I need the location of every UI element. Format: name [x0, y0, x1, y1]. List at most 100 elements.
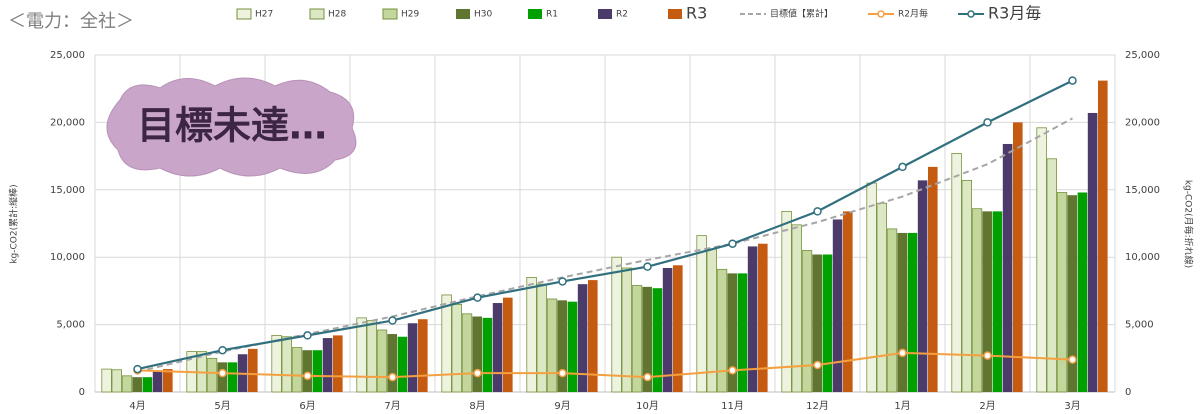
bar [1013, 122, 1023, 393]
bar [482, 317, 493, 392]
bubble-shape [106, 77, 357, 177]
legend-label: R3月毎 [988, 4, 1041, 23]
bar [271, 334, 282, 393]
x-tick-label: 10月 [636, 400, 659, 412]
bar [472, 316, 482, 392]
bar [312, 350, 323, 392]
bar [152, 371, 163, 392]
line [137, 79, 1073, 371]
x-tick-label: 5月 [214, 400, 230, 412]
bar [503, 297, 513, 392]
legend-label: R3 [686, 4, 707, 23]
bar [843, 211, 853, 392]
bar [951, 153, 962, 393]
line-marker [643, 262, 652, 271]
x-tick-label: 12月 [806, 400, 829, 412]
bar [441, 294, 452, 393]
line-marker [473, 368, 482, 378]
bar [1067, 195, 1077, 392]
annotation-text: 目標未達… [137, 104, 327, 148]
bar [567, 301, 578, 392]
line [137, 117, 1073, 373]
line-marker [983, 351, 992, 360]
bar [577, 284, 588, 392]
line-marker [218, 368, 227, 378]
bar [1002, 143, 1013, 392]
legend-swatch [668, 9, 682, 19]
bar [322, 338, 333, 392]
bar [557, 300, 567, 392]
bar [928, 166, 938, 392]
bar [652, 288, 663, 392]
y-tick-label: 5,000 [56, 320, 85, 331]
bar [376, 329, 388, 393]
bar [407, 323, 418, 392]
line-marker [388, 372, 397, 382]
line-marker [303, 371, 312, 381]
y2-tick-label: 5,000 [1125, 320, 1154, 331]
x-tick-label: 8月 [469, 400, 485, 412]
line-marker [388, 316, 397, 325]
legend-swatch [598, 9, 612, 19]
line-marker [898, 348, 907, 358]
bar [642, 286, 652, 392]
line-marker [218, 345, 227, 355]
bar [876, 202, 888, 393]
legend-label: 目標値【累計】 [770, 8, 833, 20]
line-marker [643, 372, 652, 382]
bar [992, 211, 1003, 392]
bar [1098, 80, 1108, 392]
bar [302, 350, 312, 392]
chart-title: ＜電力：全社＞ [8, 11, 134, 32]
bar [142, 377, 153, 392]
bar [1087, 112, 1098, 393]
legend-label: R1 [546, 10, 558, 20]
y2-axis-label: kg-CO2(月毎:折れ線) [1183, 180, 1195, 268]
legend-swatch [236, 8, 252, 20]
bar [801, 250, 813, 393]
legend-marker [877, 10, 885, 18]
bar [781, 210, 792, 393]
bar [737, 273, 748, 392]
legend-swatch [528, 9, 542, 19]
line-marker [898, 162, 907, 172]
y-tick-label: 15,000 [50, 185, 85, 196]
line-marker [813, 360, 822, 370]
bar [536, 283, 548, 393]
bar [758, 243, 768, 392]
marks [101, 76, 1108, 393]
y-tick-label: 20,000 [50, 117, 85, 128]
bar [281, 336, 293, 393]
bar [526, 277, 537, 393]
annotation-bubble: 目標未達… [106, 77, 357, 177]
x-tick-label: 11月 [721, 400, 744, 412]
bar [111, 369, 123, 393]
y-tick-label: 25,000 [50, 50, 85, 61]
bar [631, 285, 643, 393]
bar [917, 180, 928, 392]
bar [451, 303, 463, 393]
y2-tick-label: 20,000 [1125, 117, 1160, 128]
bar [1036, 127, 1047, 393]
legend-label: H28 [328, 10, 346, 20]
line-marker [1068, 355, 1077, 364]
bar [163, 369, 173, 392]
x-tick-label: 1月 [894, 400, 910, 412]
bar [121, 375, 133, 393]
legend-swatch [309, 8, 325, 20]
y-tick-label: 0 [79, 387, 85, 398]
y2-tick-label: 0 [1125, 387, 1131, 398]
y-tick-label: 10,000 [50, 252, 85, 263]
bar [982, 211, 992, 392]
bar [418, 319, 428, 392]
bar [961, 179, 973, 393]
bar [886, 228, 898, 393]
y-axis-label: kg-CO2(累計:縦棒) [8, 184, 20, 263]
line-marker [558, 368, 567, 378]
bar [747, 246, 758, 392]
bar [907, 232, 918, 392]
bar [727, 273, 737, 392]
line-marker [303, 331, 312, 340]
bar [546, 298, 558, 393]
